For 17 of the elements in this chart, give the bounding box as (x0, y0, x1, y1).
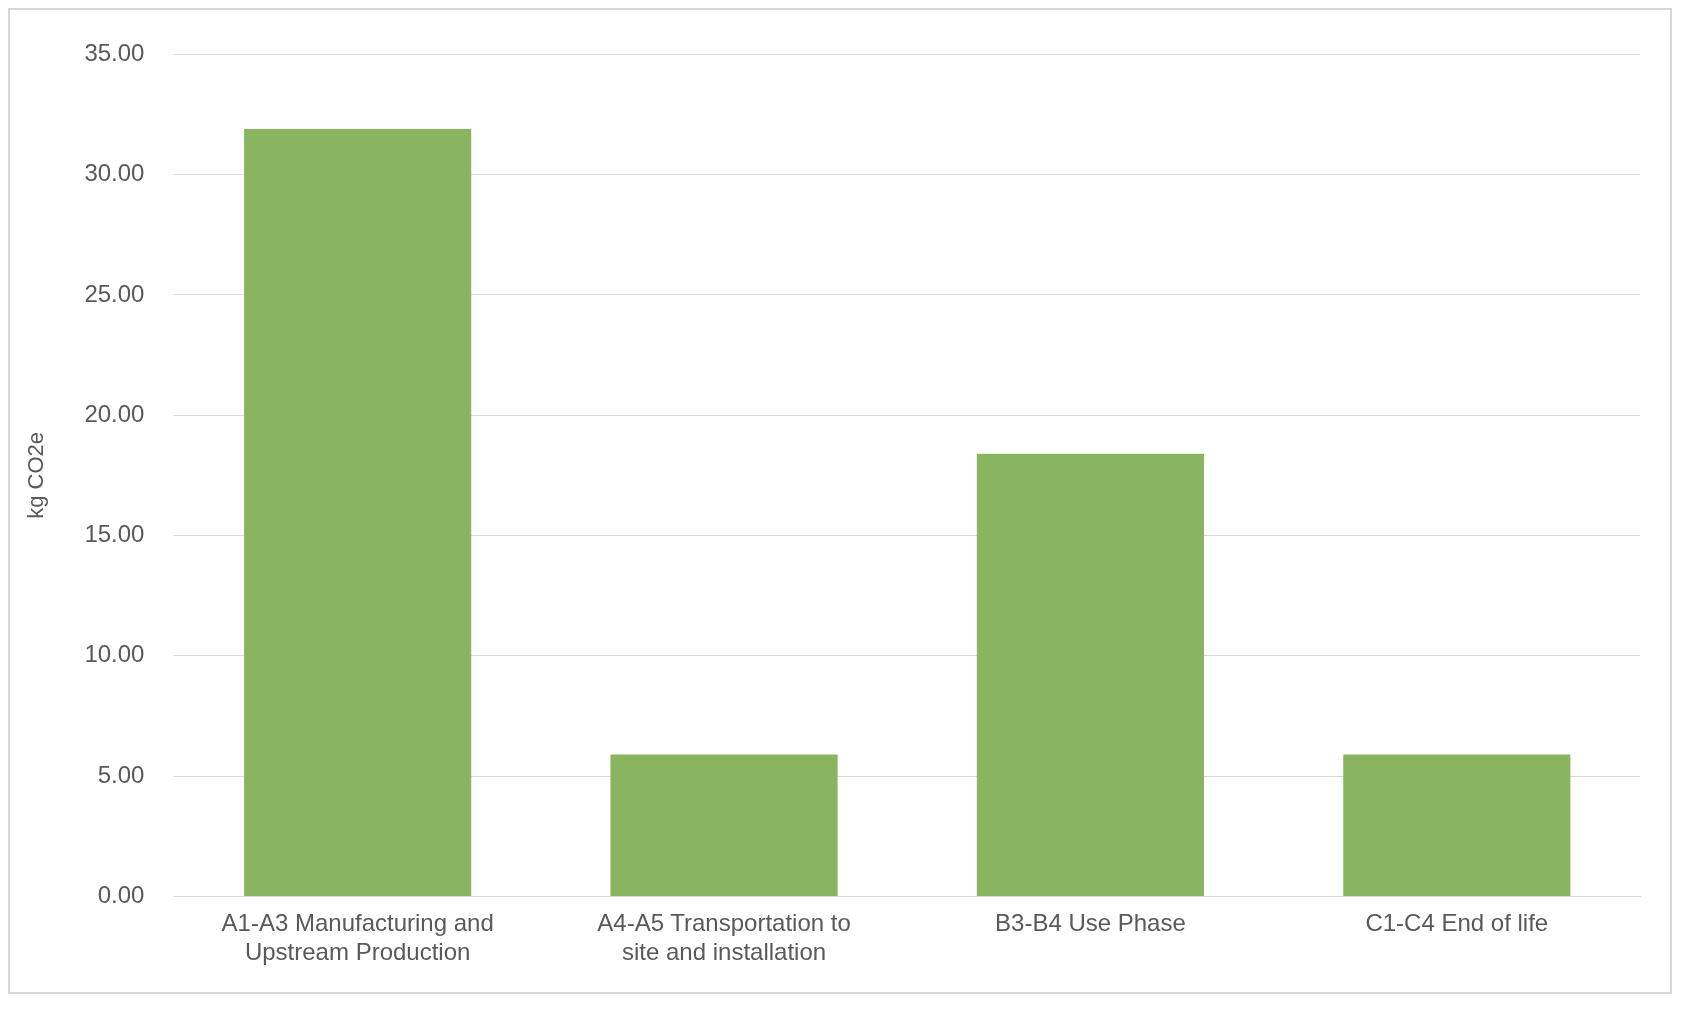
bar (1343, 754, 1571, 896)
x-tick-label: B3-B4 Use Phase (995, 909, 1186, 937)
y-tick-label: 30.00 (84, 159, 145, 187)
y-tick-label: 35.00 (84, 39, 145, 67)
y-tick-label: 0.00 (97, 881, 145, 909)
bar (244, 128, 472, 896)
y-tick-label: 10.00 (84, 640, 145, 668)
y-tick-label: 20.00 (84, 399, 145, 427)
x-tick-label: A1-A3 Manufacturing and Upstream Production (221, 909, 494, 966)
bar (976, 453, 1204, 896)
y-tick-label: 25.00 (84, 279, 145, 307)
y-tick-label: 5.00 (97, 760, 145, 788)
bar (610, 754, 838, 896)
y-axis-title: kg CO2e (23, 431, 49, 519)
x-tick-label: C1-C4 End of life (1365, 909, 1549, 937)
x-tick-label: A4-A5 Transportation to site and installation (597, 909, 851, 966)
y-tick-label: 15.00 (84, 520, 145, 548)
